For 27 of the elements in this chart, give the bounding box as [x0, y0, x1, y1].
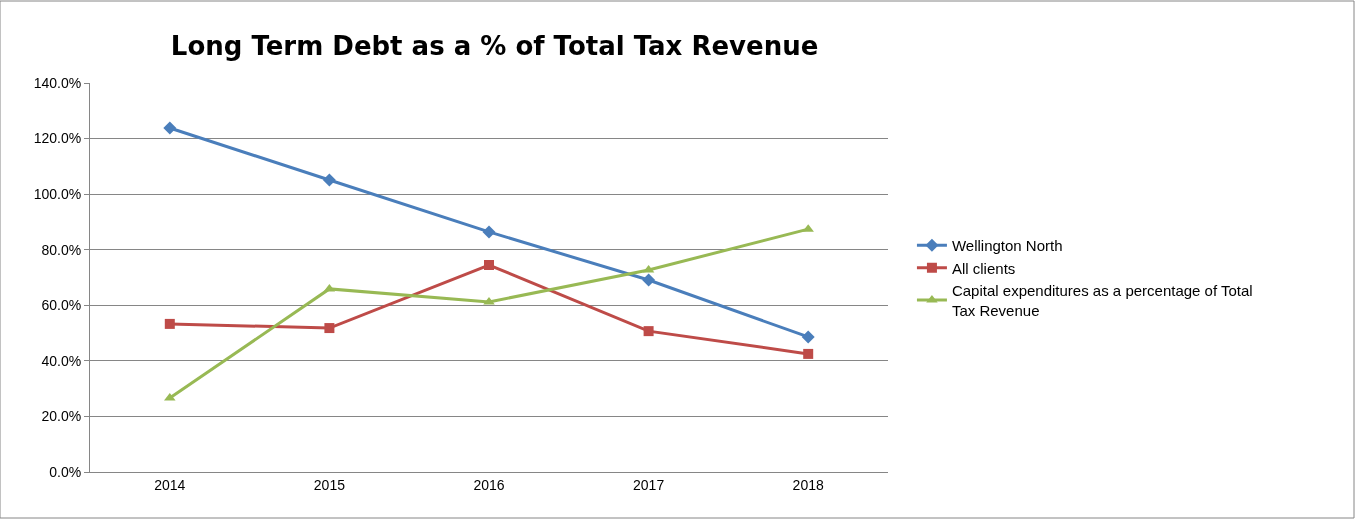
x-tick-label: 2015 — [313, 476, 346, 493]
x-tick-label: 2018 — [792, 476, 824, 493]
point — [801, 330, 815, 344]
point — [324, 323, 335, 334]
point — [164, 318, 175, 329]
point — [642, 273, 656, 287]
y-tick-label: 140.0% — [33, 74, 82, 91]
point — [163, 121, 177, 135]
point — [803, 348, 814, 359]
y-tick-label: 120.0% — [33, 130, 82, 147]
legend-label: Wellington North — [951, 237, 1063, 255]
legend-label: Capital expenditures as a percentage of Total Tax Revenue — [951, 282, 1253, 319]
x-tick-label: 2014 — [154, 476, 186, 493]
y-tick-label: 80.0% — [41, 241, 82, 258]
y-tick-label: 0.0% — [49, 463, 82, 480]
point — [643, 326, 654, 337]
y-tick-label: 60.0% — [41, 297, 82, 314]
legend-label: All clients — [951, 259, 1016, 277]
chart-title: Long Term Debt as a % of Total Tax Revenue — [170, 30, 819, 61]
point — [484, 260, 494, 270]
point — [322, 173, 336, 187]
y-tick-label: 20.0% — [41, 408, 82, 425]
x-tick-label: 2017 — [633, 476, 665, 493]
y-tick-label: 100.0% — [33, 186, 82, 203]
point — [482, 225, 496, 239]
y-tick-label: 40.0% — [41, 352, 82, 369]
x-tick-label: 2016 — [473, 476, 505, 493]
